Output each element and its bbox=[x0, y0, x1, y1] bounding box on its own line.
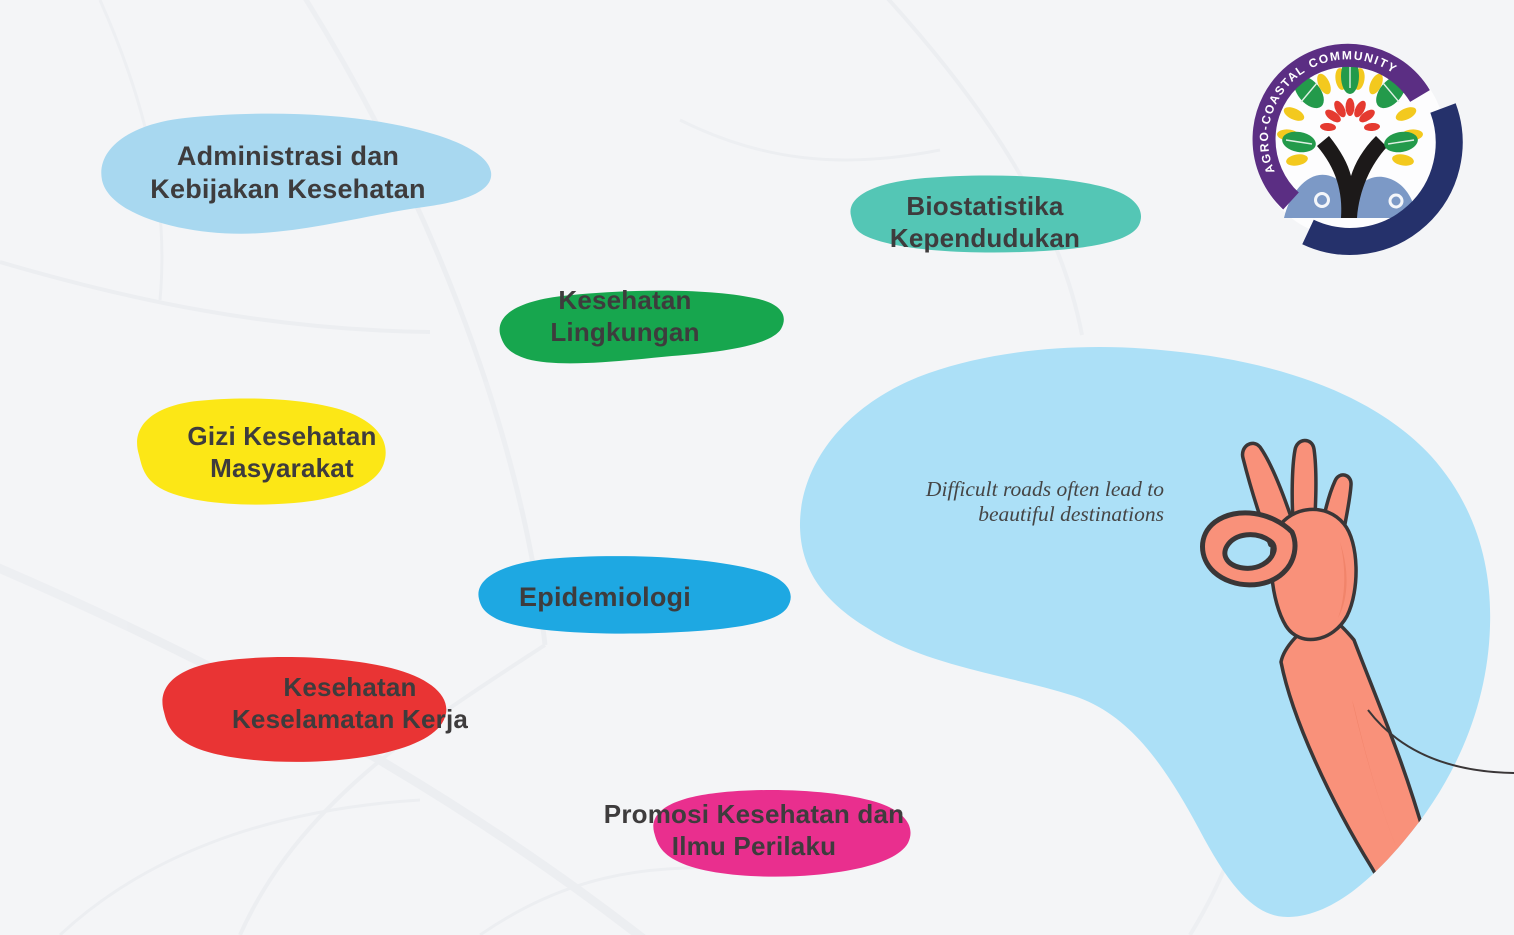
logo-wave-curl-right bbox=[1388, 193, 1404, 209]
topic-label-line: Promosi Kesehatan dan bbox=[603, 799, 905, 829]
blob-kesehatan-lingkungan bbox=[499, 290, 784, 364]
topic-label-line: Kependudukan bbox=[889, 223, 1081, 254]
blob-epidemiologi bbox=[478, 556, 791, 634]
logo-navy-arc bbox=[1302, 103, 1463, 255]
topic-kesehatan-keselamatan-kerja: Kesehatan Keselamatan Kerja bbox=[152, 671, 548, 735]
blob-promosi-kesehatan-ilmu-perilaku bbox=[653, 790, 911, 877]
logo-red-leaves bbox=[1320, 98, 1380, 132]
logo-waves bbox=[1284, 174, 1417, 218]
topic-label-line: Epidemiologi bbox=[519, 582, 691, 612]
blob-biostatistika-kependudukan bbox=[850, 175, 1142, 253]
topic-label-line: Gizi Kesehatan bbox=[187, 421, 377, 451]
topic-gizi-kesehatan-masyarakat: Gizi Kesehatan Masyarakat bbox=[84, 420, 480, 484]
topic-label-line: Lingkungan bbox=[550, 317, 700, 348]
hand-ok-ring bbox=[1200, 510, 1298, 588]
logo-tree-trunk bbox=[1317, 136, 1387, 218]
topic-label-line: Administrasi dan bbox=[176, 141, 400, 171]
quote-line: beautiful destinations bbox=[978, 502, 1164, 527]
quote-line: Difficult roads often lead to bbox=[925, 477, 1164, 501]
logo-purple-arc bbox=[1252, 43, 1430, 210]
topic-label-line: Kesehatan bbox=[283, 672, 417, 702]
topic-label-line: Ilmu Perilaku bbox=[671, 831, 837, 862]
agro-coastal-community-logo: AGRO-COASTAL COMMUNITY bbox=[1252, 43, 1463, 255]
topic-label-line: Masyarakat bbox=[210, 453, 354, 484]
topic-administrasi-kebijakan-kesehatan: Administrasi dan Kebijakan Kesehatan bbox=[88, 140, 488, 207]
logo-wave-curl-left bbox=[1314, 192, 1330, 208]
topic-label-line: Keselamatan Kerja bbox=[231, 704, 469, 735]
topic-label-line: Kesehatan bbox=[558, 285, 692, 315]
blob-kesehatan-keselamatan-kerja bbox=[162, 656, 447, 762]
topic-label-line: Kebijakan Kesehatan bbox=[150, 174, 426, 205]
topic-epidemiologi: Epidemiologi bbox=[407, 581, 803, 614]
topic-promosi-kesehatan-ilmu-perilaku: Promosi Kesehatan dan Ilmu Perilaku bbox=[528, 798, 980, 862]
hand-trailing-line bbox=[1367, 709, 1514, 774]
topic-label-line: Biostatistika bbox=[906, 191, 1064, 221]
topic-biostatistika-kependudukan: Biostatistika Kependudukan bbox=[785, 190, 1185, 254]
blob-gizi-kesehatan-masyarakat bbox=[137, 398, 386, 505]
blob-administrasi-kebijakan-kesehatan bbox=[101, 113, 492, 234]
topic-kesehatan-lingkungan: Kesehatan Lingkungan bbox=[427, 284, 823, 348]
motivational-quote: Difficult roads often lead to beautiful … bbox=[820, 477, 1164, 528]
